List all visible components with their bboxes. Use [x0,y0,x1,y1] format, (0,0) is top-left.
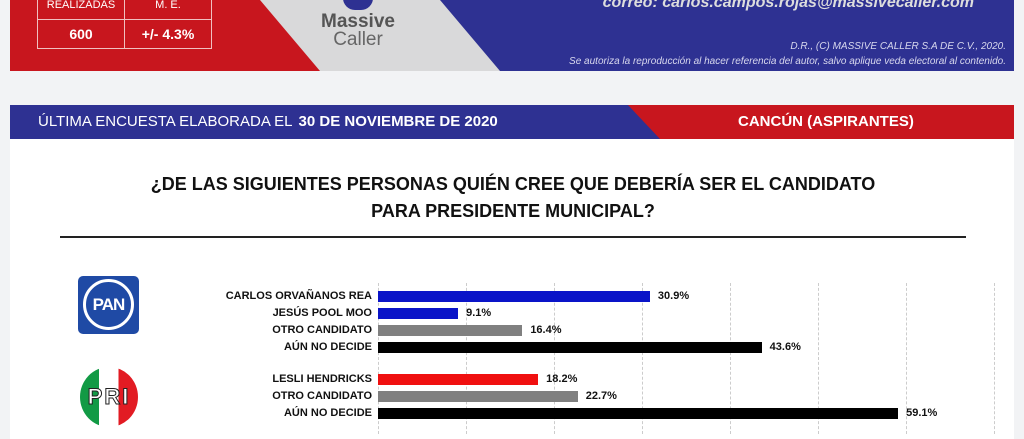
survey-location: CANCÚN (ASPIRANTES) [738,113,914,130]
bar [378,408,899,419]
margin-error-value: +/- 4.3% [124,19,212,49]
content-panel [10,139,1014,439]
copyright-notice: D.R., (C) MASSIVE CALLER S.A DE C.V., 20… [569,39,1006,69]
bar-value-label: 16.4% [530,324,562,336]
stats-header-cell: REALIZADAS [37,0,125,20]
bar-value-label: 22.7% [585,390,617,402]
divider [60,236,966,238]
survey-header-bar: ÚLTIMA ENCUESTA ELABORADA EL 30 DE NOVIEM… [10,105,1014,139]
massive-caller-logo: Massive Caller [318,0,398,50]
bar-value-label: 59.1% [906,407,938,419]
pan-logo: PAN [78,276,139,334]
bar-value-label: 30.9% [657,290,690,302]
survey-stats-table: REALIZADAS M. E. 600 +/- 4.3% [37,0,212,49]
gridline [466,283,467,434]
bar [378,374,539,385]
pri-logo: PRI [80,367,138,427]
bar-label: CARLOS ORVAÑANOS REA [225,290,372,302]
pri-logo-text: PRI [87,384,131,410]
bar [378,291,650,302]
bar-value-label: 9.1% [466,307,492,319]
gridline [378,283,379,434]
pan-logo-text: PAN [83,279,134,330]
contact-email: correo: carlos.campos.rojas@massivecalle… [602,0,974,11]
gridline [818,283,819,434]
gridline [554,283,555,434]
bar [378,391,578,402]
question-title: ¿DE LAS SIGUIENTES PERSONAS QUIÉN CREE Q… [150,174,876,221]
gridline [642,283,643,434]
interviews-value: 600 [37,19,125,49]
bar-label: AÚN NO DECIDE [283,407,372,419]
gridline [994,283,995,434]
logo-mark-icon [343,0,373,10]
survey-date-line: ÚLTIMA ENCUESTA ELABORADA EL 30 DE NOVIEM… [38,113,498,130]
header-blue-section [10,105,660,139]
logo-text: Massive [321,11,395,32]
bar-label: OTRO CANDIDATO [272,390,372,402]
gridline [730,283,731,434]
date-prefix: ÚLTIMA ENCUESTA ELABORADA EL [38,113,293,130]
bar-value-label: 43.6% [769,341,801,353]
bar-label: AÚN NO DECIDE [283,341,372,353]
logo-text: Caller [333,29,383,50]
bar-label: LESLI HENDRICKS [272,373,372,385]
banner-blue-section [440,0,1014,71]
bar [378,308,459,319]
reproduction-notice: Se autoriza la reproducción al hacer ref… [569,56,1006,67]
gridline [906,283,907,434]
stats-header-cell: M. E. [124,0,212,20]
bar-value-label: 18.2% [546,373,578,385]
bar-label: JESÚS POOL MOO [272,307,372,319]
survey-date: 30 DE NOVIEMBRE DE 2020 [298,113,498,130]
copyright-text: D.R., (C) MASSIVE CALLER S.A DE C.V., 20… [790,41,1006,52]
top-banner: REALIZADAS M. E. 600 +/- 4.3% Massive Call… [10,0,1014,71]
bar [378,342,762,353]
bar [378,325,523,336]
bar-label: OTRO CANDIDATO [272,324,372,336]
